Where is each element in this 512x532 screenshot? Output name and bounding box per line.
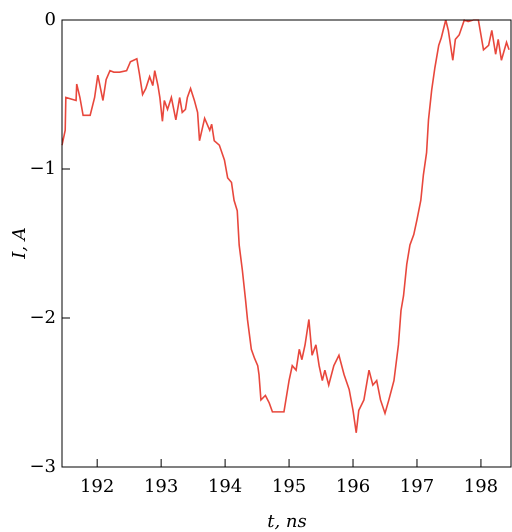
- x-tick-label: 195: [272, 476, 306, 497]
- y-axis-label: I, A: [9, 227, 30, 260]
- y-tick-label: −2: [29, 307, 56, 328]
- x-tick-label: 198: [464, 476, 498, 497]
- y-tick-label: 0: [45, 9, 56, 30]
- y-tick-label: −1: [29, 158, 56, 179]
- x-tick-label: 197: [400, 476, 434, 497]
- x-axis-label: t, ns: [267, 511, 307, 532]
- x-tick-label: 194: [208, 476, 242, 497]
- y-tick-label: −3: [29, 456, 56, 477]
- data-line: [61, 18, 510, 433]
- x-tick-label: 193: [144, 476, 178, 497]
- plot-frame: [61, 19, 512, 468]
- x-tick-label: 192: [80, 476, 114, 497]
- x-tick-label: 196: [336, 476, 370, 497]
